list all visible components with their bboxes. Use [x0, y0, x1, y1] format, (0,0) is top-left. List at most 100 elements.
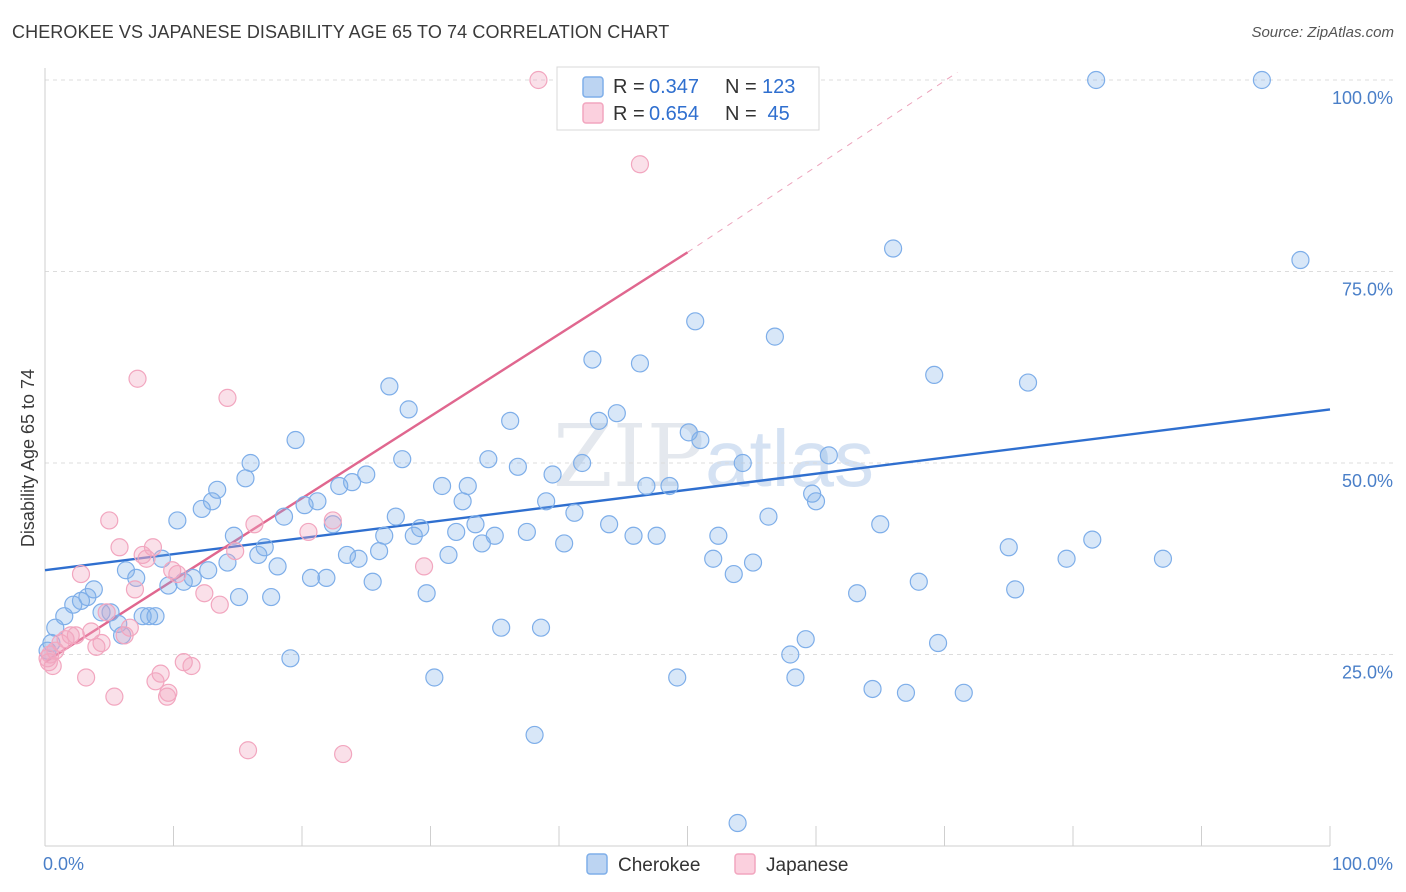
trend-lines [44, 71, 1331, 664]
point-cherokee-35 [274, 507, 294, 526]
point-cherokee-80 [589, 411, 608, 430]
bottom-legend-swatch-cherokee [586, 853, 608, 875]
legend-swatch-japanese [582, 102, 604, 124]
point-cherokee-15 [139, 607, 159, 626]
point-cherokee-91 [691, 430, 710, 450]
point-cherokee-115 [999, 538, 1018, 557]
point-cherokee-61 [447, 522, 466, 542]
legend-n-value-1: 123 [762, 76, 795, 98]
point-cherokee-93 [709, 526, 728, 545]
point-cherokee-70 [508, 457, 527, 476]
trendline-cherokee [44, 408, 1331, 572]
point-cherokee-74 [537, 492, 556, 511]
legend-n-value-2: 45 [762, 103, 790, 125]
point-cherokee-100 [781, 645, 800, 664]
point-cherokee-10 [109, 614, 128, 633]
point-cherokee-83 [624, 526, 643, 545]
point-japanese-40 [334, 744, 353, 764]
point-japanese-43 [630, 155, 650, 174]
point-cherokee-99 [765, 327, 784, 346]
point-cherokee-63 [458, 476, 477, 496]
point-cherokee-72 [525, 725, 544, 745]
point-cherokee-119 [1083, 530, 1102, 549]
point-cherokee-16 [146, 607, 165, 626]
point-cherokee-113 [928, 633, 948, 653]
y-tick-label-3: 100.0% [1332, 88, 1393, 108]
point-cherokee-14 [133, 607, 152, 626]
trendline-japanese [44, 251, 689, 664]
point-cherokee-12 [116, 561, 136, 580]
point-cherokee-107 [863, 679, 882, 699]
point-cherokee-86 [647, 526, 666, 545]
point-japanese-41 [414, 557, 434, 576]
x-tick-labels: 0.0% 100.0% [43, 854, 1393, 874]
point-cherokee-33 [262, 587, 281, 607]
point-cherokee-84 [630, 354, 650, 373]
point-cherokee-111 [909, 572, 928, 591]
point-cherokee-98 [759, 507, 778, 526]
point-japanese-39 [323, 511, 342, 530]
point-cherokee-40 [308, 492, 327, 511]
point-cherokee-92 [704, 549, 723, 568]
point-cherokee-81 [600, 515, 619, 534]
point-japanese-29 [168, 564, 187, 584]
point-cherokee-69 [501, 411, 520, 430]
point-cherokee-49 [370, 541, 389, 561]
point-cherokee-51 [380, 377, 399, 396]
x-tick-label-0: 0.0% [43, 854, 84, 874]
x-tick-label-1: 100.0% [1332, 854, 1393, 874]
point-japanese-35 [226, 541, 245, 561]
point-cherokee-90 [686, 312, 705, 331]
gridlines [45, 79, 1395, 655]
point-cherokee-56 [411, 519, 430, 538]
point-japanese-44 [39, 653, 58, 672]
point-cherokee-96 [733, 453, 752, 473]
point-cherokee-110 [896, 683, 916, 702]
watermark-atlas: atlas [705, 414, 874, 503]
point-japanese-6 [61, 626, 80, 645]
point-japanese-14 [100, 511, 119, 530]
point-japanese-13 [97, 603, 116, 622]
point-cherokee-19 [168, 511, 187, 530]
point-cherokee-45 [343, 473, 362, 492]
point-japanese-42 [529, 70, 548, 90]
bottom-legend-label-japanese: Japanese [766, 855, 848, 876]
point-cherokee-108 [871, 515, 890, 534]
point-japanese-37 [245, 515, 264, 534]
point-cherokee-25 [208, 480, 227, 499]
point-japanese-33 [210, 595, 229, 614]
point-japanese-9 [77, 668, 96, 687]
legend-swatch-cherokee [582, 76, 604, 98]
point-cherokee-60 [439, 545, 458, 565]
point-cherokee-41 [317, 568, 336, 588]
point-japanese-12 [92, 633, 111, 653]
point-cherokee-118 [1057, 549, 1076, 568]
point-cherokee-64 [466, 515, 485, 534]
y-axis-label: Disability Age 65 to 74 [18, 369, 38, 547]
data-points [38, 70, 1310, 833]
point-cherokee-52 [386, 507, 405, 526]
point-cherokee-106 [848, 584, 867, 603]
point-japanese-18 [120, 618, 139, 637]
point-cherokee-48 [363, 572, 382, 591]
point-japanese-20 [128, 369, 147, 388]
point-cherokee-120 [1087, 70, 1106, 90]
point-cherokee-58 [425, 668, 444, 687]
point-cherokee-57 [417, 584, 436, 603]
point-cherokee-46 [349, 549, 368, 568]
point-cherokee-42 [323, 515, 342, 534]
point-japanese-19 [125, 580, 145, 599]
point-cherokee-87 [660, 476, 679, 496]
legend-r-label-1: R = [613, 76, 645, 98]
point-cherokee-95 [728, 813, 747, 833]
point-cherokee-30 [241, 453, 260, 473]
point-cherokee-59 [432, 476, 452, 496]
point-cherokee-44 [337, 545, 357, 565]
point-cherokee-75 [543, 465, 562, 484]
point-cherokee-24 [202, 492, 222, 511]
point-cherokee-88 [668, 668, 687, 687]
point-cherokee-36 [281, 649, 300, 668]
point-cherokee-23 [199, 561, 218, 580]
bottom-legend-label-cherokee: Cherokee [618, 855, 700, 876]
